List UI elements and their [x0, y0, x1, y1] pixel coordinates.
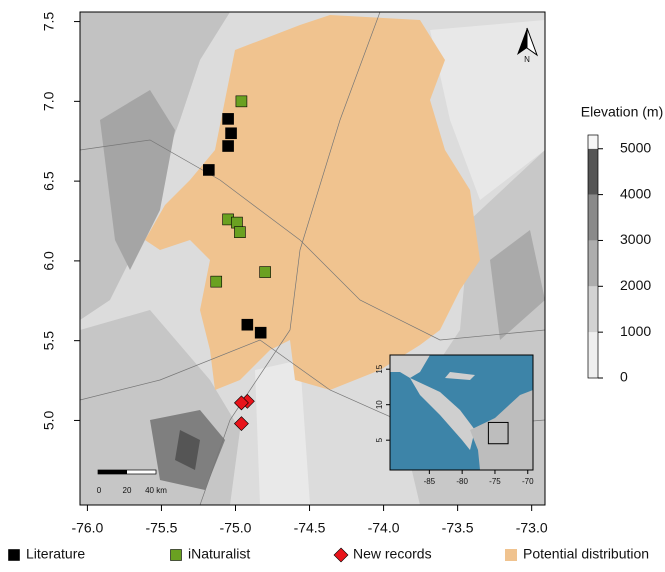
- colorbar-bin: [588, 240, 598, 286]
- scale-label: 40 km: [145, 486, 167, 495]
- x-tick-label: -76.0: [71, 520, 103, 536]
- point: [255, 327, 266, 338]
- x-tick-label: -75.0: [220, 520, 252, 536]
- legend-label: Potential distribution: [523, 546, 649, 562]
- y-tick-label: 6.0: [41, 251, 57, 271]
- colorbar-label: 1000: [620, 323, 651, 339]
- inset-y-label: 15: [375, 364, 384, 373]
- colorbar-title: Elevation (m): [581, 104, 663, 120]
- point: [226, 128, 237, 139]
- point: [242, 319, 253, 330]
- point: [236, 96, 247, 107]
- colorbar-bin: [588, 195, 598, 241]
- x-tick-label: -73.5: [442, 520, 474, 536]
- point: [223, 141, 234, 152]
- colorbar-bin: [588, 135, 598, 149]
- legend: Literature iNaturalist New records Potentia…: [9, 546, 650, 562]
- y-tick-label: 5.5: [41, 331, 57, 351]
- colorbar-label: 5000: [620, 139, 651, 155]
- north-label: N: [524, 55, 530, 64]
- point: [223, 113, 234, 124]
- inset-y-label: 5: [375, 437, 384, 442]
- inset-map: -85 -80 -75 -70 5 10 15: [375, 355, 534, 486]
- x-tick-label: -73.0: [516, 520, 548, 536]
- point: [234, 227, 245, 238]
- y-tick-label: 7.0: [41, 91, 57, 111]
- map: N 0 20 40 km -85 -80 -75 -70 5 10 15 Elevation…: [0, 0, 665, 567]
- point: [260, 267, 271, 278]
- legend-swatch: [9, 550, 20, 561]
- y-tick-label: 5.0: [41, 410, 57, 430]
- inset-x-label: -70: [522, 477, 534, 486]
- colorbar-label: 4000: [620, 185, 651, 201]
- legend-swatch: [505, 549, 517, 561]
- x-tick-label: -74.0: [368, 520, 400, 536]
- colorbar-bin: [588, 149, 598, 195]
- inset-x-label: -80: [456, 477, 468, 486]
- scale-label: 20: [123, 486, 132, 495]
- point: [203, 164, 214, 175]
- inset-x-label: -85: [424, 477, 436, 486]
- inset-y-label: 10: [375, 400, 384, 409]
- scale-label: 0: [97, 486, 102, 495]
- point: [211, 276, 222, 287]
- legend-swatch: [334, 548, 348, 562]
- y-tick-label: 6.5: [41, 171, 57, 191]
- x-tick-label: -74.5: [294, 520, 326, 536]
- colorbar-label: 0: [620, 369, 628, 385]
- legend-label: iNaturalist: [188, 546, 250, 562]
- x-tick-label: -75.5: [145, 520, 177, 536]
- y-tick-label: 7.5: [41, 12, 57, 32]
- legend-label: Literature: [26, 546, 85, 562]
- legend-label: New records: [353, 546, 432, 562]
- inset-x-label: -75: [489, 477, 501, 486]
- legend-swatch: [171, 550, 182, 561]
- colorbar-bin: [588, 332, 598, 378]
- colorbar-bin: [588, 286, 598, 332]
- colorbar-label: 2000: [620, 277, 651, 293]
- colorbar-label: 3000: [620, 231, 651, 247]
